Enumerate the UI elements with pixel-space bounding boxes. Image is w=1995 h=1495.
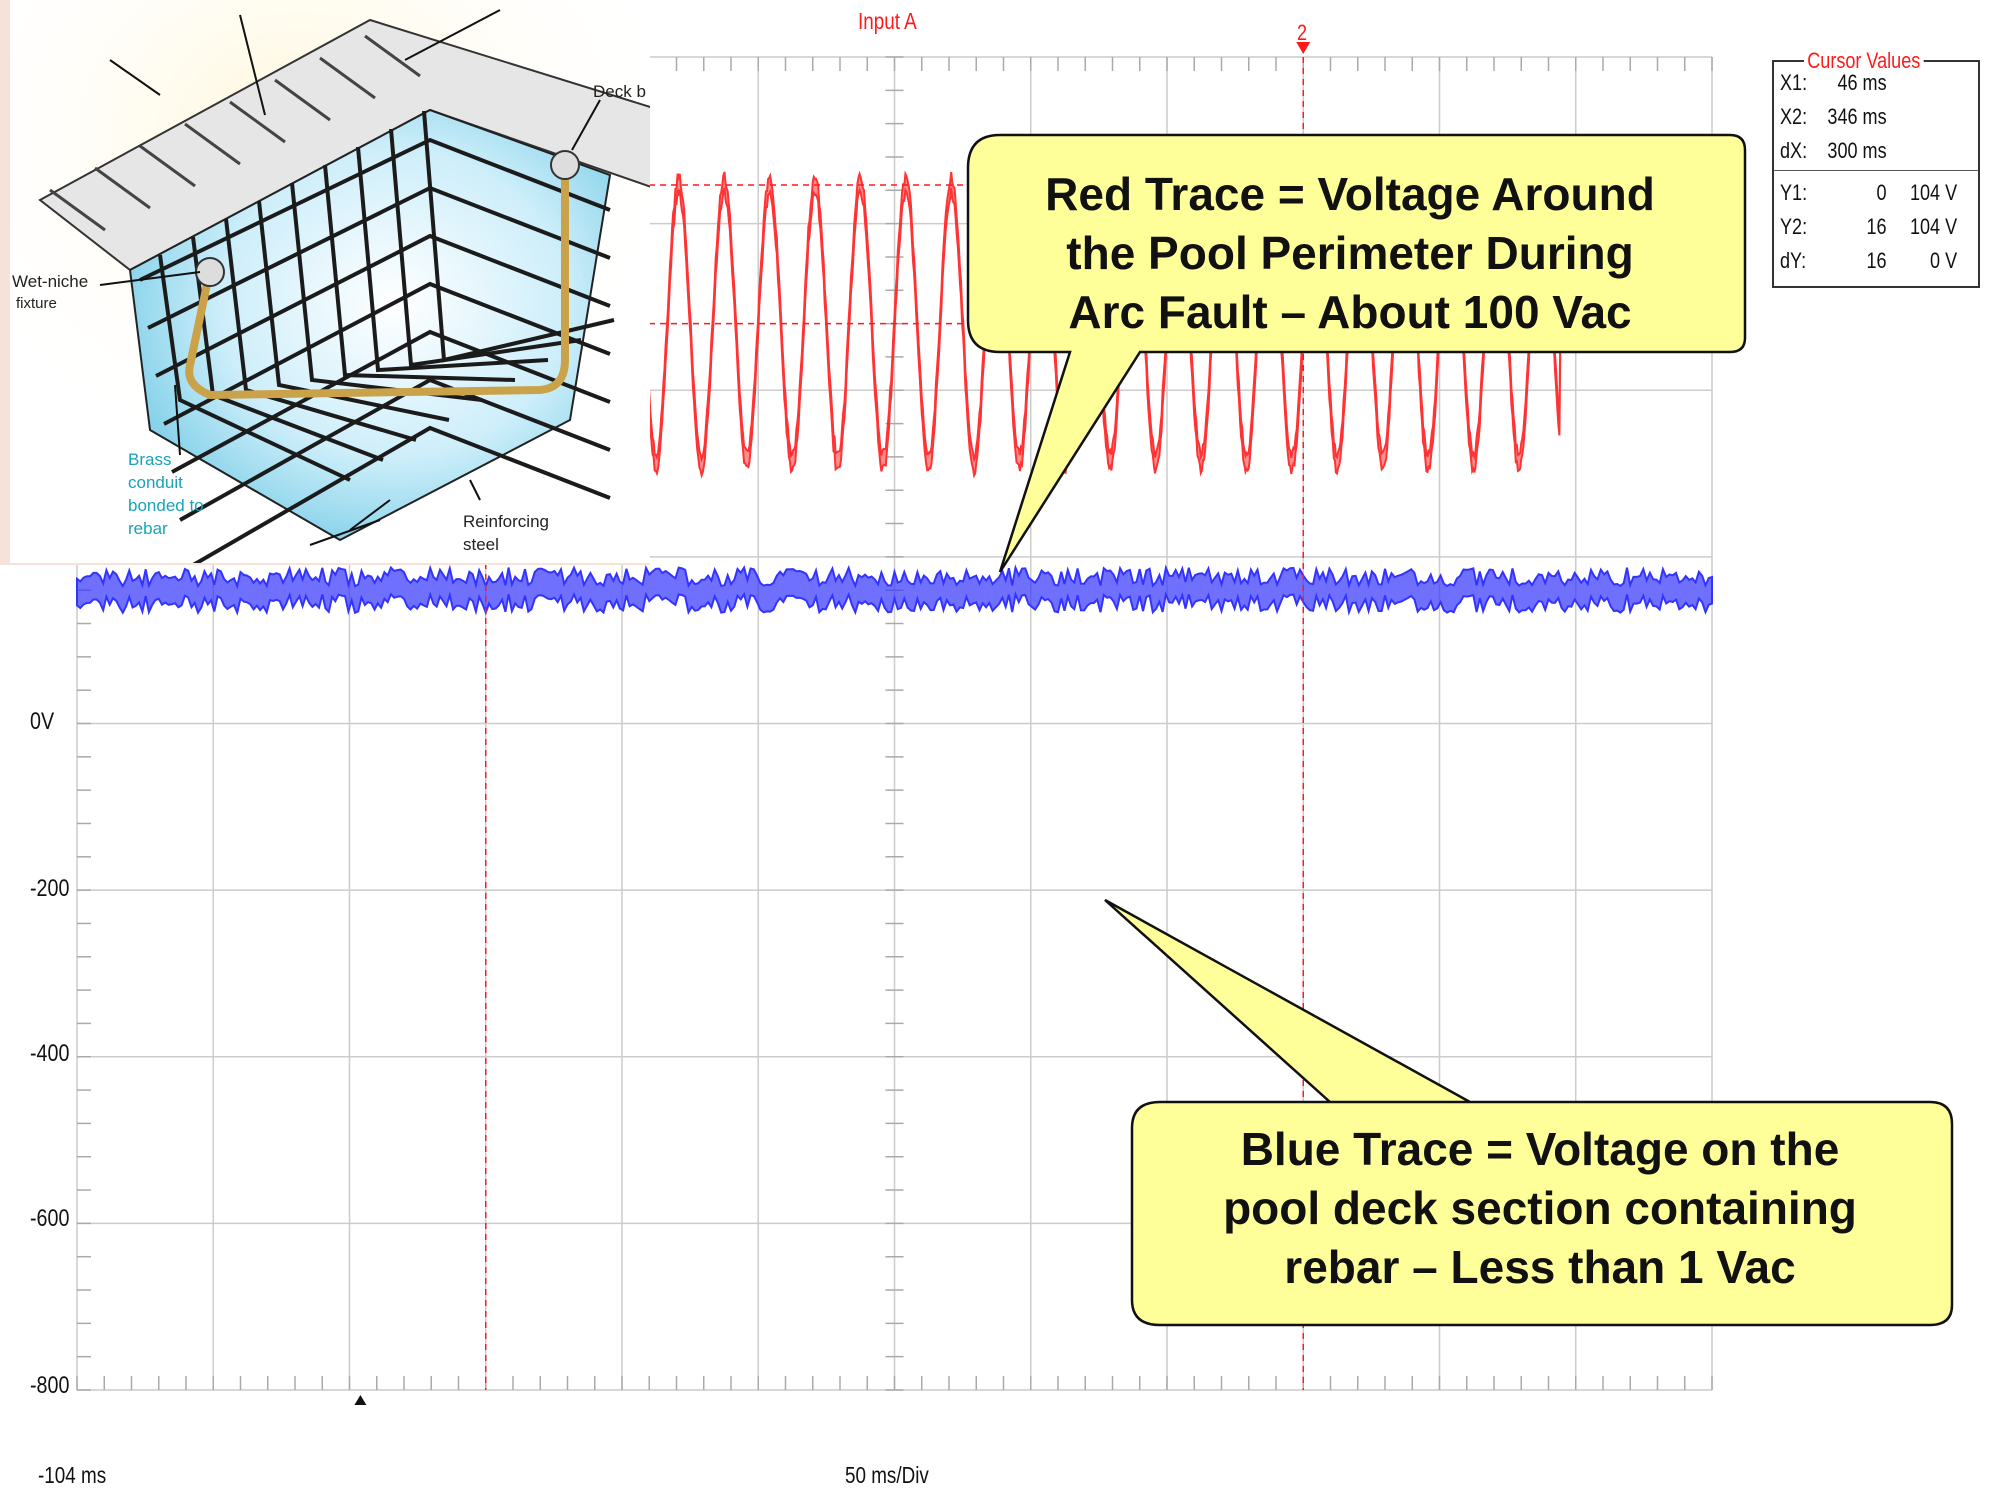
rebar-bar (171, 329, 611, 474)
red-trace-callout: Red Trace = Voltage Around the Pool Peri… (970, 165, 1730, 342)
fixture-label: fixture (16, 295, 57, 312)
cursor-values-panel: Cursor Values X1: 46 ms X2: 346 ms dX: 300 … (1772, 48, 1980, 288)
cursor-value: 16 (1866, 248, 1887, 273)
cursor-row-dy: dY: 16 0 V (1780, 248, 1977, 274)
cursor-values-title: Cursor Values (1804, 48, 1924, 74)
deck-bar (94, 166, 151, 210)
deck-bar (364, 34, 421, 78)
cursor-value: 300 ms (1827, 138, 1887, 163)
rebar-bar (163, 281, 611, 426)
red-callout-bubble (966, 133, 1747, 573)
rebar-bar (179, 377, 611, 522)
cursor-row-x1: X1: 46 ms (1780, 70, 1977, 96)
brass-label-1: Brass (128, 450, 172, 469)
cursor-key: X2: (1780, 104, 1808, 129)
cursor-key: Y1: (1780, 180, 1808, 205)
input-label: Input A (858, 8, 917, 34)
brass-label-3: bonded to (128, 496, 204, 515)
deck-bar (274, 78, 331, 122)
cursor-row-x2: X2: 346 ms (1780, 104, 1977, 130)
y-label-minus-200: -200 (30, 875, 70, 902)
rebar-bar (389, 128, 582, 368)
time-per-div-label: 50 ms/Div (845, 1462, 929, 1488)
rebar-bar (257, 200, 450, 422)
cursor-value-2: 104 V (1909, 180, 1958, 205)
cursor-row-dx: dX: 300 ms (1780, 138, 1977, 164)
cursor-value-2: 0 V (1930, 248, 1958, 273)
deck-label: Deck b (593, 82, 646, 101)
cursor-row-y2: Y2: 16 104 V (1780, 214, 1977, 240)
y-label-minus-800: -800 (30, 1372, 70, 1399)
red-callout-line-1: Red Trace = Voltage Around (1045, 168, 1655, 220)
pool-diagram-inset: Deck b Wet-niche fixture Brass conduit b… (0, 0, 650, 565)
blue-callout-bubble (1104, 898, 1954, 1327)
rebar-bar (155, 233, 611, 378)
cursor-2-marker (1296, 42, 1311, 54)
cursor-key: dX: (1780, 138, 1808, 163)
time-start-label: -104 ms (38, 1462, 107, 1488)
wet-niche-label: Wet-niche (12, 272, 89, 291)
cursor-separator (1774, 170, 1978, 171)
blue-callout-line-1: Blue Trace = Voltage on the (1240, 1123, 1840, 1175)
cursor-key: X1: (1780, 70, 1808, 95)
cursor-key: Y2: (1780, 214, 1808, 239)
cursor-value: 16 (1866, 214, 1887, 239)
brass-label-4: rebar (128, 519, 168, 538)
deck-bar (229, 100, 286, 144)
rebar-bar (192, 425, 611, 563)
y-label-minus-400: -400 (30, 1040, 70, 1067)
cursor-value-2: 104 V (1909, 214, 1958, 239)
cursor-key: dY: (1780, 248, 1807, 273)
y-label-minus-600: -600 (30, 1205, 70, 1232)
red-callout-line-2: the Pool Perimeter During (1066, 227, 1634, 279)
deck-bar (139, 144, 196, 188)
reinforcing-label: Reinforcing (463, 512, 549, 531)
deck-bar (319, 56, 376, 100)
steel-label: steel (463, 535, 499, 554)
rebar-bar (224, 218, 417, 442)
deck-bar (184, 122, 241, 166)
cursor-value: 0 (1876, 180, 1887, 205)
pool-diagram-drawing (10, 0, 650, 563)
cursor-value: 46 ms (1837, 70, 1887, 95)
blue-callout-line-2: pool deck section containing (1223, 1182, 1857, 1234)
cursor-row-y1: Y1: 0 104 V (1780, 180, 1977, 206)
brass-label-2: conduit (128, 473, 183, 492)
blue-callout-line-3: rebar – Less than 1 Vac (1284, 1241, 1796, 1293)
deck-bar (49, 188, 106, 232)
blue-trace-callout: Blue Trace = Voltage on the pool deck se… (1140, 1120, 1940, 1297)
y-label-0v: 0V (30, 708, 55, 735)
callout-shapes (966, 133, 1954, 1327)
cursor-value: 346 ms (1827, 104, 1887, 129)
red-callout-line-3: Arc Fault – About 100 Vac (1068, 286, 1632, 338)
rebar-bar (147, 185, 611, 330)
rebar-bar (139, 137, 611, 282)
cursor-number: 2 (1297, 20, 1308, 45)
rebar-bar (158, 254, 351, 482)
trigger-marker (354, 1395, 367, 1405)
